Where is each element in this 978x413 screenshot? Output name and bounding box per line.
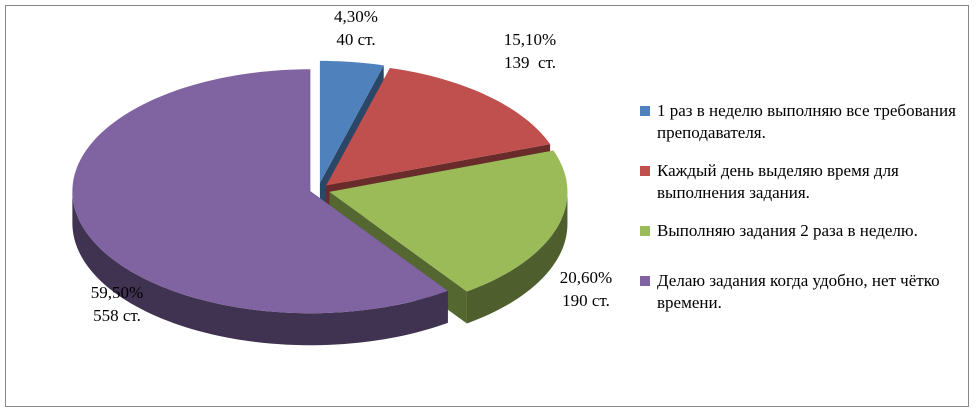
slice: [329, 150, 568, 292]
value-label: 15,10%: [504, 30, 556, 49]
legend-item: Выполняю задания 2 раза в неделю.: [640, 220, 960, 242]
count-label: 139 ст.: [504, 53, 556, 72]
value-label: 4,30%: [334, 7, 378, 26]
legend-item: 1 раз в неделю выполняю все требования п…: [640, 100, 960, 144]
legend-swatch: [640, 276, 650, 286]
chart-frame: [5, 5, 969, 407]
legend-label: Делаю задания когда удобно, нет чётко вр…: [657, 271, 940, 312]
legend-swatch: [640, 166, 650, 176]
legend-item: Делаю задания когда удобно, нет чётко вр…: [640, 270, 960, 314]
legend-swatch: [640, 106, 650, 116]
count-label: 558 ст.: [93, 306, 141, 325]
legend-swatch: [640, 226, 650, 236]
legend-label: Выполняю задания 2 раза в неделю.: [657, 221, 918, 240]
legend-item: Каждый день выделяю время для выполнения…: [640, 160, 960, 204]
slice-side: [72, 191, 448, 346]
legend-label: Каждый день выделяю время для выполнения…: [657, 161, 899, 202]
legend-label: 1 раз в неделю выполняю все требования п…: [657, 101, 956, 142]
slice: [72, 69, 448, 314]
slice: [326, 67, 551, 186]
value-label: 59,50%: [91, 283, 143, 302]
count-label: 40 ст.: [336, 30, 375, 49]
count-label: 190 ст.: [562, 291, 610, 310]
slice: [319, 60, 384, 183]
value-label: 20,60%: [560, 268, 612, 287]
slice-side: [466, 191, 568, 324]
